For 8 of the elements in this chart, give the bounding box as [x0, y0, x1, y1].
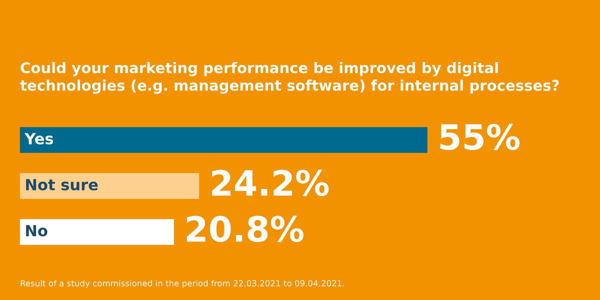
data-label: 20.8%: [186, 216, 304, 242]
data-label: 55%: [440, 124, 520, 150]
y-tick-label: Not sure: [26, 179, 98, 190]
y-tick-label: No: [26, 225, 48, 236]
data-label: 24.2%: [212, 170, 329, 196]
y-tick-label: Yes: [24, 133, 54, 144]
chart-title: Could your marketing performance be improved by digital technologies (e.g. management software) for internal processes?: [20, 62, 559, 94]
text: Result of a study commissioned in the period from 22.03.2021 to 09.04.2021.: [20, 280, 344, 288]
